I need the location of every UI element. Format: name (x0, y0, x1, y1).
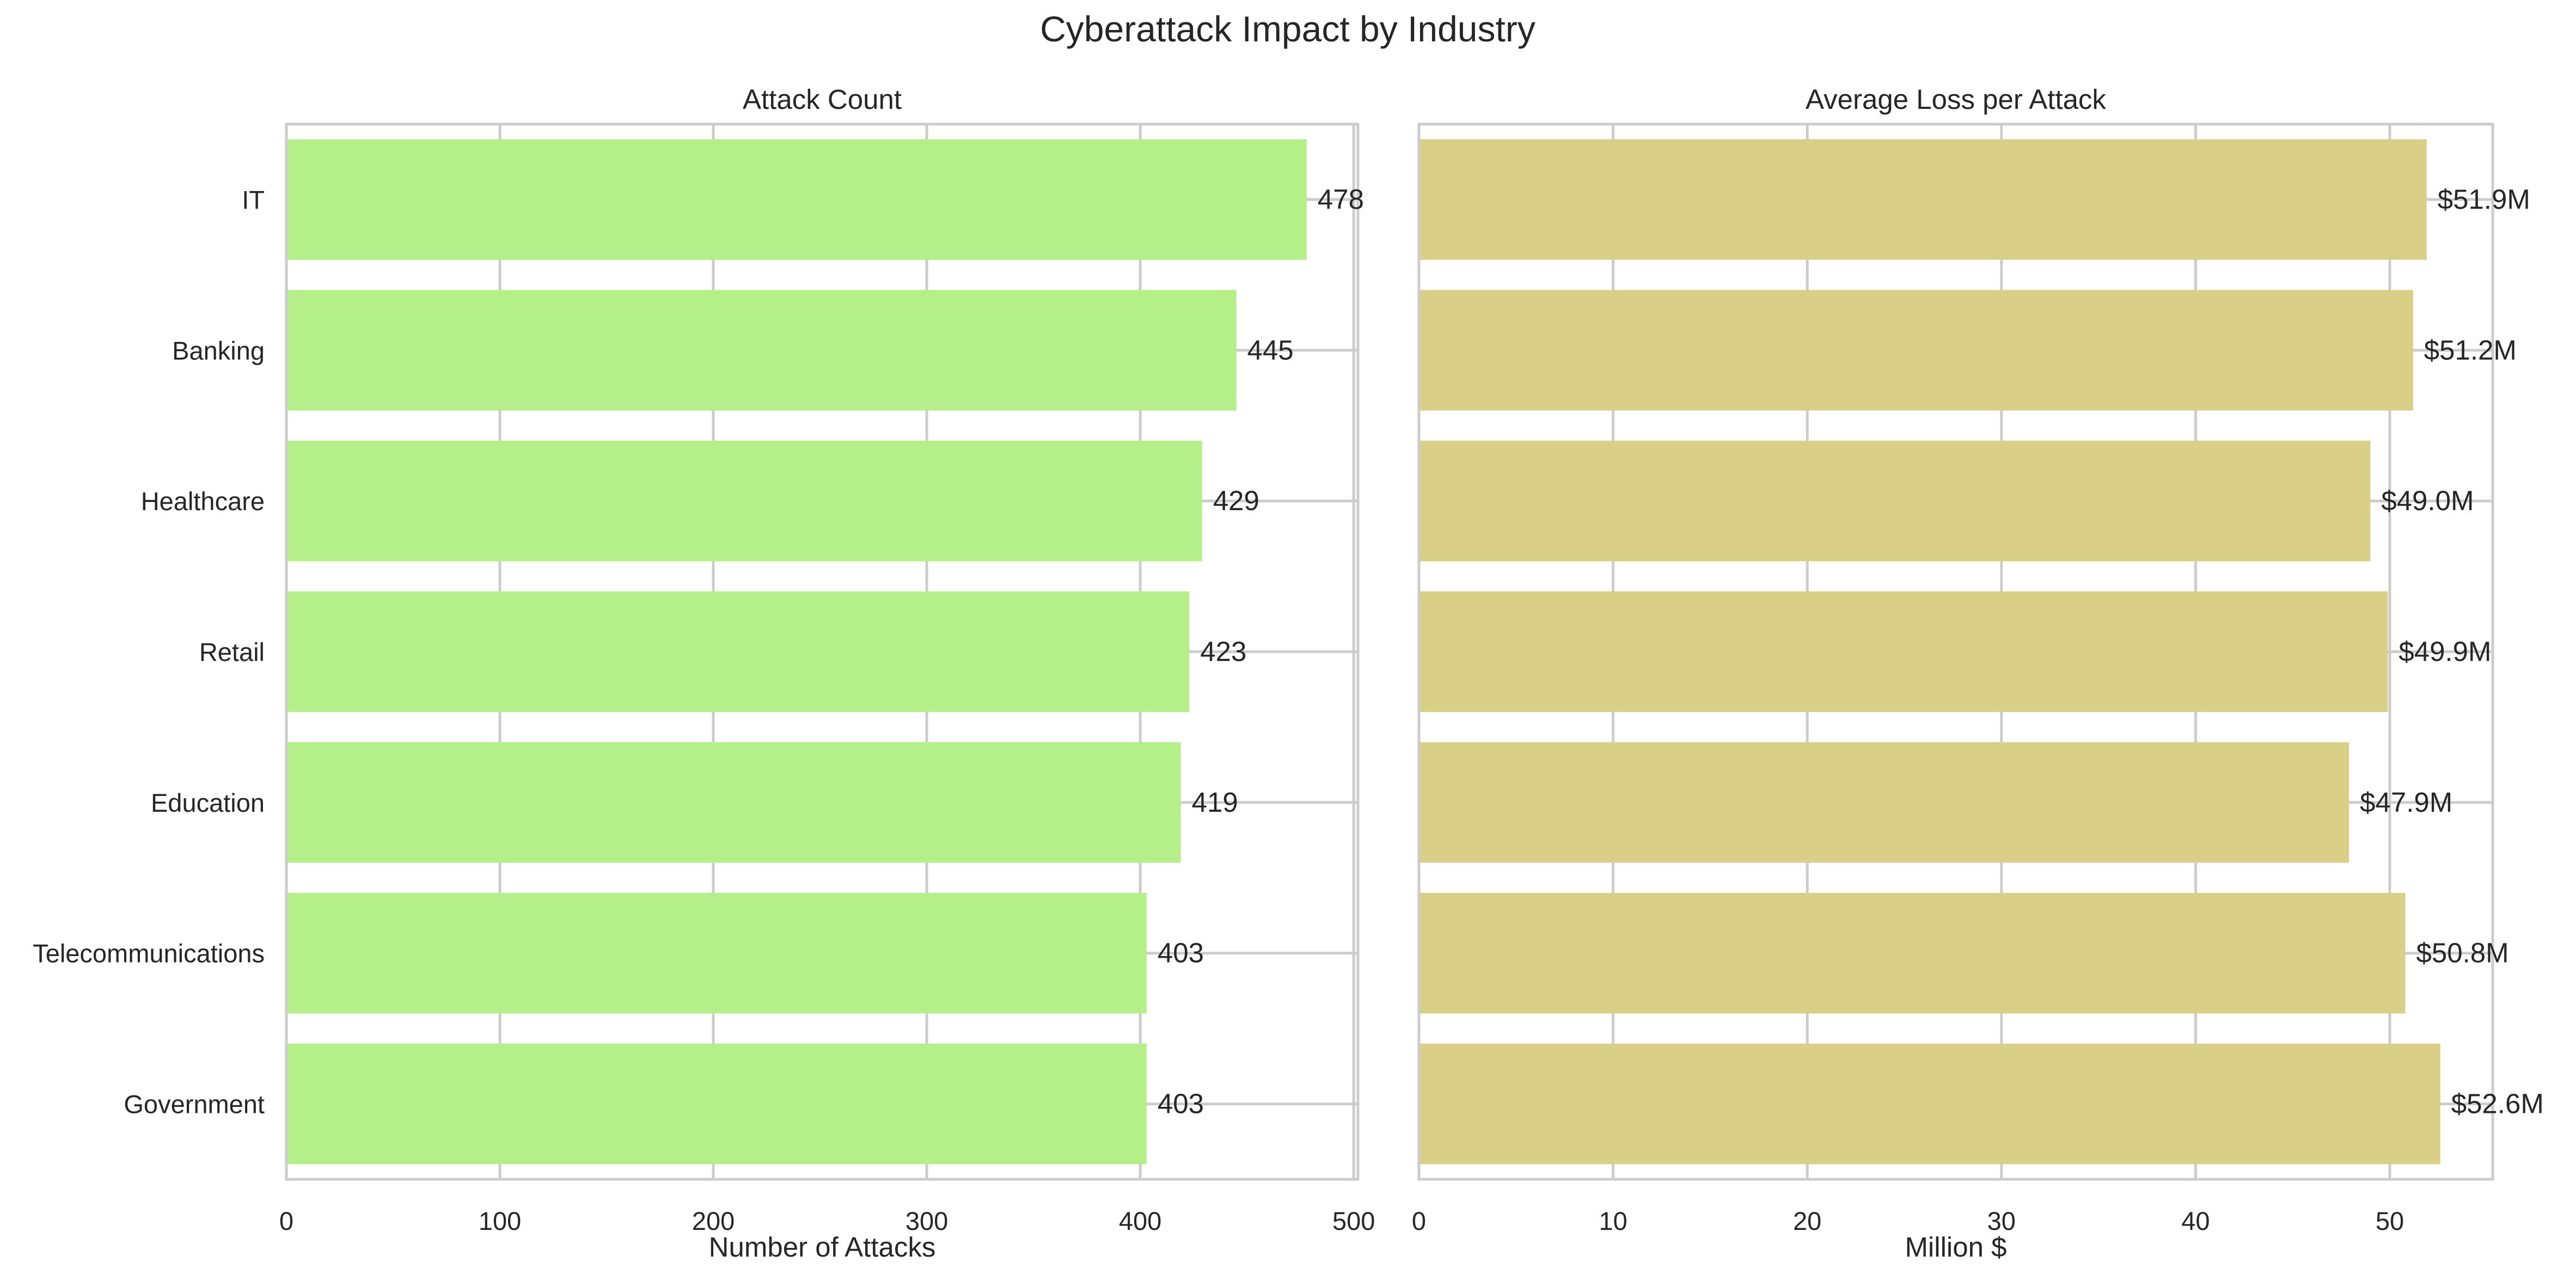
y-tick-label: Banking (172, 336, 265, 365)
bar (1419, 892, 2406, 1014)
bar (1419, 139, 2427, 260)
x-axis-label: Million $ (1905, 1232, 2006, 1263)
bar (286, 742, 1181, 863)
data-label: $51.9M (2438, 183, 2530, 215)
x-tick-label: 400 (1119, 1206, 1161, 1235)
data-label: $50.8M (2416, 938, 2509, 969)
data-label: $51.2M (2424, 334, 2517, 365)
x-axis-label: Number of Attacks (709, 1232, 936, 1263)
data-label: $47.9M (2360, 787, 2452, 818)
x-tick-label: 10 (1599, 1206, 1627, 1235)
bar (286, 1043, 1147, 1165)
bar (286, 892, 1147, 1014)
data-label: $49.9M (2398, 636, 2491, 667)
data-label: 423 (1200, 636, 1246, 667)
bar (1419, 290, 2413, 411)
x-tick-label: 200 (692, 1206, 735, 1235)
data-label: $52.6M (2451, 1088, 2544, 1119)
x-tick-label: 0 (279, 1206, 293, 1235)
bar (1419, 591, 2388, 712)
data-label: 419 (1192, 787, 1238, 818)
panel-title: Average Loss per Attack (1806, 84, 2106, 115)
x-tick-label: 40 (2181, 1206, 2210, 1235)
bar (286, 591, 1190, 712)
bar (1419, 440, 2371, 561)
y-tick-label: IT (242, 185, 265, 214)
x-tick-label: 30 (1987, 1206, 2016, 1235)
data-label: $49.0M (2381, 485, 2474, 516)
data-label: 429 (1213, 485, 1259, 516)
panel-title: Attack Count (743, 84, 902, 115)
plot-frame (1417, 123, 2494, 1181)
y-tick-label: Education (151, 788, 265, 817)
x-tick-label: 100 (479, 1206, 521, 1235)
bar (286, 440, 1202, 561)
bar (286, 139, 1307, 260)
bar (1419, 742, 2349, 863)
plot-frame (285, 123, 1360, 1181)
data-label: 478 (1318, 183, 1364, 215)
bar (286, 290, 1237, 411)
panel-average-loss: $51.9M $51.2M $49.0M $49.9M $47.9M $50.8M $52.… (1412, 84, 2544, 1263)
x-tick-label: 300 (905, 1206, 948, 1235)
chart-title: Cyberattack Impact by Industry (1040, 9, 1535, 49)
y-tick-label: Retail (199, 638, 265, 666)
x-tick-label: 500 (1332, 1206, 1375, 1235)
bar (1419, 1043, 2440, 1165)
data-label: 403 (1158, 938, 1204, 969)
x-tick-label: 20 (1793, 1206, 1821, 1235)
data-label: 445 (1247, 334, 1294, 365)
y-tick-label: Telecommunications (33, 939, 265, 968)
y-tick-label: Healthcare (141, 487, 265, 516)
data-label: 403 (1158, 1088, 1204, 1119)
x-tick-label: 0 (1412, 1206, 1426, 1235)
panel-attack-count: 478 445 429 423 419 403 403 0 100 200 300 400 500 IT B… (33, 84, 1375, 1263)
x-tick-label: 50 (2376, 1206, 2404, 1235)
y-tick-label: Government (124, 1090, 265, 1119)
